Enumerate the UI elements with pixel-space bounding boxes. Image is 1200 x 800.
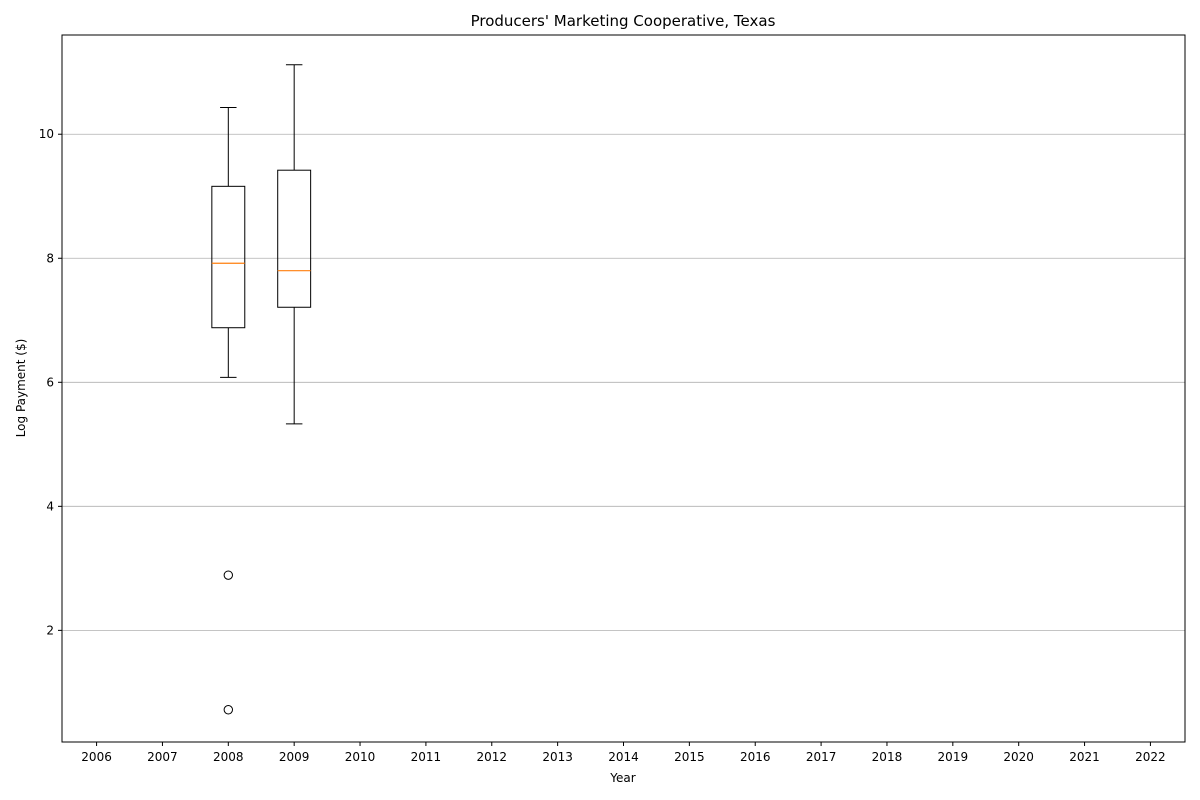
x-tick-label: 2014 — [608, 750, 639, 764]
y-tick-label: 4 — [46, 499, 54, 513]
x-tick-label: 2018 — [872, 750, 903, 764]
y-tick-label: 6 — [46, 375, 54, 389]
x-tick-label: 2020 — [1003, 750, 1034, 764]
grid-lines — [62, 133, 1185, 631]
plot-frame — [61, 34, 1186, 743]
outlier-point — [223, 705, 234, 715]
x-tick-label: 2022 — [1135, 750, 1166, 764]
outlier-point — [223, 570, 234, 580]
x-tick-label: 2019 — [938, 750, 969, 764]
x-tick-label: 2011 — [411, 750, 442, 764]
y-axis-label: Log Payment ($) — [14, 339, 28, 438]
box-iqr — [211, 185, 246, 329]
box-2008 — [211, 107, 246, 715]
x-tick-label: 2013 — [542, 750, 573, 764]
x-tick-label: 2010 — [345, 750, 376, 764]
box-iqr — [277, 169, 312, 308]
x-tick-label: 2012 — [476, 750, 507, 764]
x-tick-label: 2007 — [147, 750, 178, 764]
y-axis: 2 4 6 8 10 — [39, 127, 62, 637]
x-axis-label: Year — [609, 771, 635, 785]
x-tick-label: 2021 — [1069, 750, 1100, 764]
boxes — [211, 64, 312, 715]
x-tick-label: 2009 — [279, 750, 310, 764]
x-tick-label: 2015 — [674, 750, 705, 764]
x-axis: 2006 2007 2008 2009 2010 2011 2012 2013 2014 2015… — [81, 742, 1166, 764]
x-tick-label: 2016 — [740, 750, 771, 764]
x-tick-label: 2006 — [81, 750, 112, 764]
box-2009 — [277, 64, 312, 425]
y-tick-label: 10 — [39, 127, 54, 141]
y-tick-label: 2 — [46, 623, 54, 637]
x-tick-label: 2008 — [213, 750, 244, 764]
x-tick-label: 2017 — [806, 750, 837, 764]
y-tick-label: 8 — [46, 251, 54, 265]
chart-title: Producers' Marketing Cooperative, Texas — [471, 12, 776, 30]
